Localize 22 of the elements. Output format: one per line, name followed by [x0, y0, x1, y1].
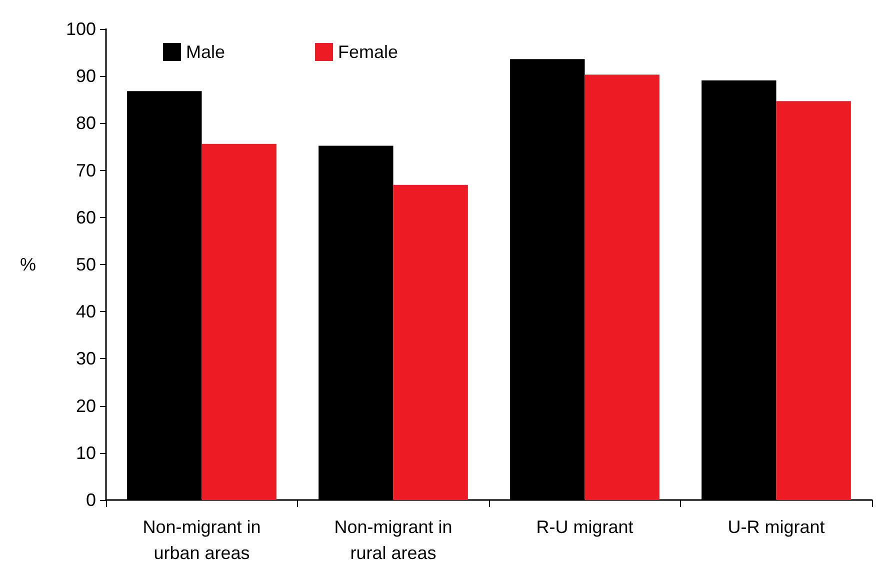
y-tick-label: 0	[86, 490, 96, 510]
y-tick-label: 20	[76, 396, 96, 416]
legend-label: Female	[338, 42, 398, 62]
bar	[393, 184, 468, 500]
y-tick-label: 90	[76, 66, 96, 86]
x-tick-label: Non-migrant in rural areas	[334, 517, 452, 563]
y-tick-label: 30	[76, 348, 96, 369]
y-tick-label: 40	[76, 302, 96, 322]
legend-label: Male	[186, 42, 226, 62]
bar	[776, 101, 851, 500]
x-tick-label: R-U migrant	[536, 517, 634, 537]
y-tick-label: 10	[76, 442, 96, 463]
bar	[584, 74, 660, 500]
y-tick-label: 70	[76, 160, 96, 180]
x-tick-label: Non-migrant in urban areas	[142, 517, 261, 563]
y-tick-label: 50	[76, 254, 96, 274]
bar	[202, 144, 276, 500]
y-tick-label: 100	[66, 19, 96, 39]
y-tick-label: 60	[76, 207, 96, 228]
y-tick-label: 80	[76, 113, 96, 134]
y-axis-title: %	[20, 254, 36, 274]
x-tick-label: U-R migrant	[728, 517, 825, 537]
